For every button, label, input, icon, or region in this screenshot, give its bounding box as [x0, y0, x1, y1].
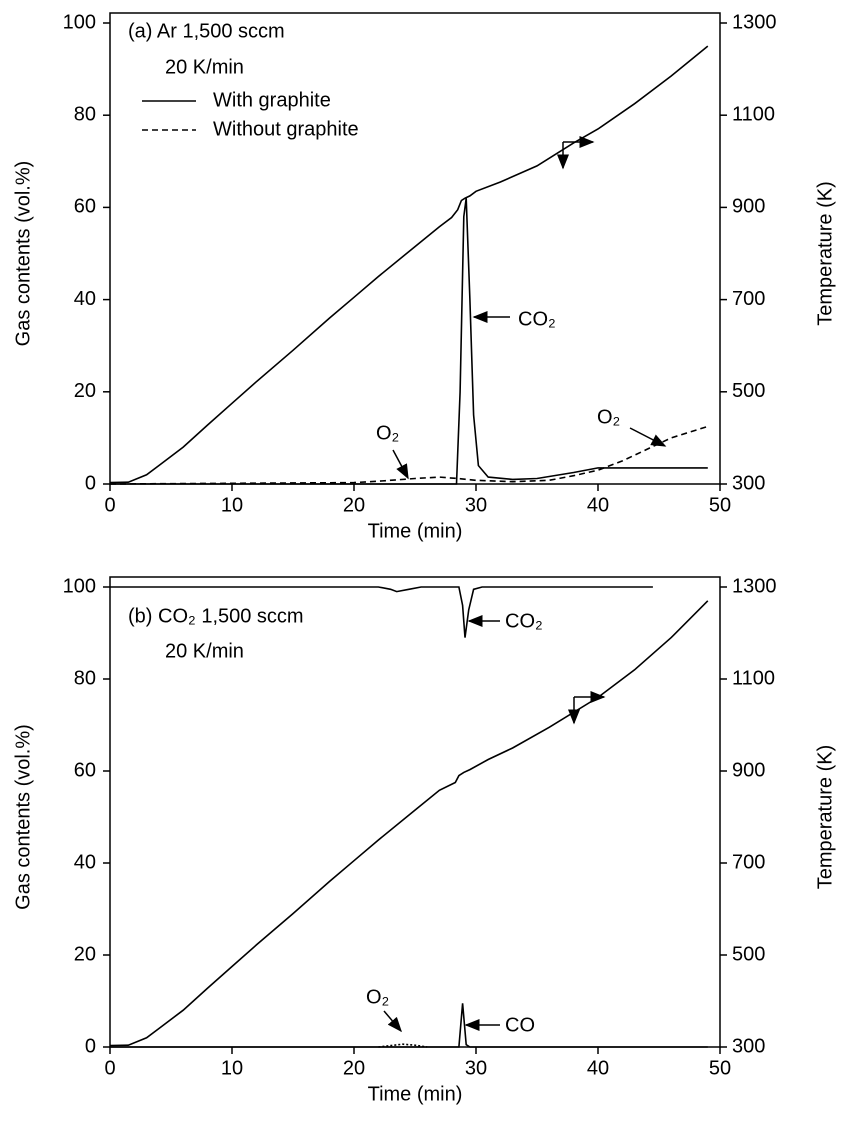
y2-axis-label: Temperature (K)	[814, 181, 836, 326]
y-tick-label: 20	[74, 380, 96, 402]
data-line	[110, 198, 708, 485]
plot-frame	[109, 12, 721, 485]
x-tick-label: 20	[343, 494, 365, 516]
legend-label: Without graphite	[213, 118, 359, 140]
annotation-arrow	[392, 449, 409, 480]
legend-label: With graphite	[213, 89, 331, 111]
y2-tick-label: 700	[732, 851, 765, 873]
data-line	[110, 1003, 708, 1048]
annotation: O₂	[597, 406, 620, 428]
y2-tick-label: 300	[732, 1035, 765, 1057]
x-tick-label: 30	[465, 1057, 487, 1079]
x-tick-label: 10	[221, 494, 243, 516]
y2-tick-label: 900	[732, 196, 765, 218]
annotation: O₂	[366, 986, 389, 1008]
x-tick-label: 50	[709, 1057, 731, 1079]
x-tick-label: 50	[709, 494, 731, 516]
y-tick-label: 80	[74, 667, 96, 689]
y-tick-label: 80	[74, 103, 96, 125]
y-tick-label: 20	[74, 943, 96, 965]
annotation-arrow	[383, 1010, 402, 1033]
panel-subtitle: 20 K/min	[165, 640, 244, 662]
data-line	[378, 1043, 428, 1048]
annotation: CO₂	[518, 308, 556, 330]
y-axis-label: Gas contents (vol.%)	[12, 161, 34, 347]
y2-tick-label: 1100	[732, 103, 775, 125]
y-tick-label: 60	[74, 196, 96, 218]
panel-title: (a) Ar 1,500 sccm	[128, 20, 285, 42]
data-line	[109, 425, 709, 485]
y2-tick-label: 1100	[732, 667, 775, 689]
x-tick-label: 0	[104, 1057, 115, 1079]
x-tick-label: 30	[465, 494, 487, 516]
y2-tick-label: 500	[732, 943, 765, 965]
data-line	[110, 586, 653, 638]
y2-tick-label: 1300	[732, 575, 777, 597]
annotation: O₂	[376, 422, 399, 444]
y-tick-label: 40	[74, 851, 96, 873]
y-tick-label: 60	[74, 759, 96, 781]
y2-tick-label: 300	[732, 472, 765, 494]
y-axis-label: Gas contents (vol.%)	[12, 724, 34, 910]
y2-tick-label: 900	[732, 759, 765, 781]
data-line	[109, 45, 709, 484]
y-tick-label: 100	[63, 575, 96, 597]
x-tick-label: 20	[343, 1057, 365, 1079]
y-tick-label: 100	[63, 11, 96, 33]
data-line	[109, 600, 709, 1047]
panel-subtitle: 20 K/min	[165, 56, 244, 78]
y-tick-label: 40	[74, 288, 96, 310]
annotation-arrow	[629, 427, 667, 447]
y-tick-label: 0	[85, 1035, 96, 1057]
y-tick-label: 0	[85, 472, 96, 494]
y2-tick-label: 1300	[732, 11, 777, 33]
x-tick-label: 40	[587, 494, 609, 516]
x-tick-label: 40	[587, 1057, 609, 1079]
annotation: CO₂	[505, 610, 543, 632]
x-axis-label: Time (min)	[368, 520, 463, 542]
y2-tick-label: 500	[732, 380, 765, 402]
x-tick-label: 0	[104, 494, 115, 516]
x-axis-label: Time (min)	[368, 1083, 463, 1105]
panel-title: (b) CO₂ 1,500 sccm	[128, 605, 304, 627]
annotation: CO	[505, 1014, 535, 1036]
x-tick-label: 10	[221, 1057, 243, 1079]
y2-tick-label: 700	[732, 288, 765, 310]
y2-axis-label: Temperature (K)	[814, 745, 836, 890]
